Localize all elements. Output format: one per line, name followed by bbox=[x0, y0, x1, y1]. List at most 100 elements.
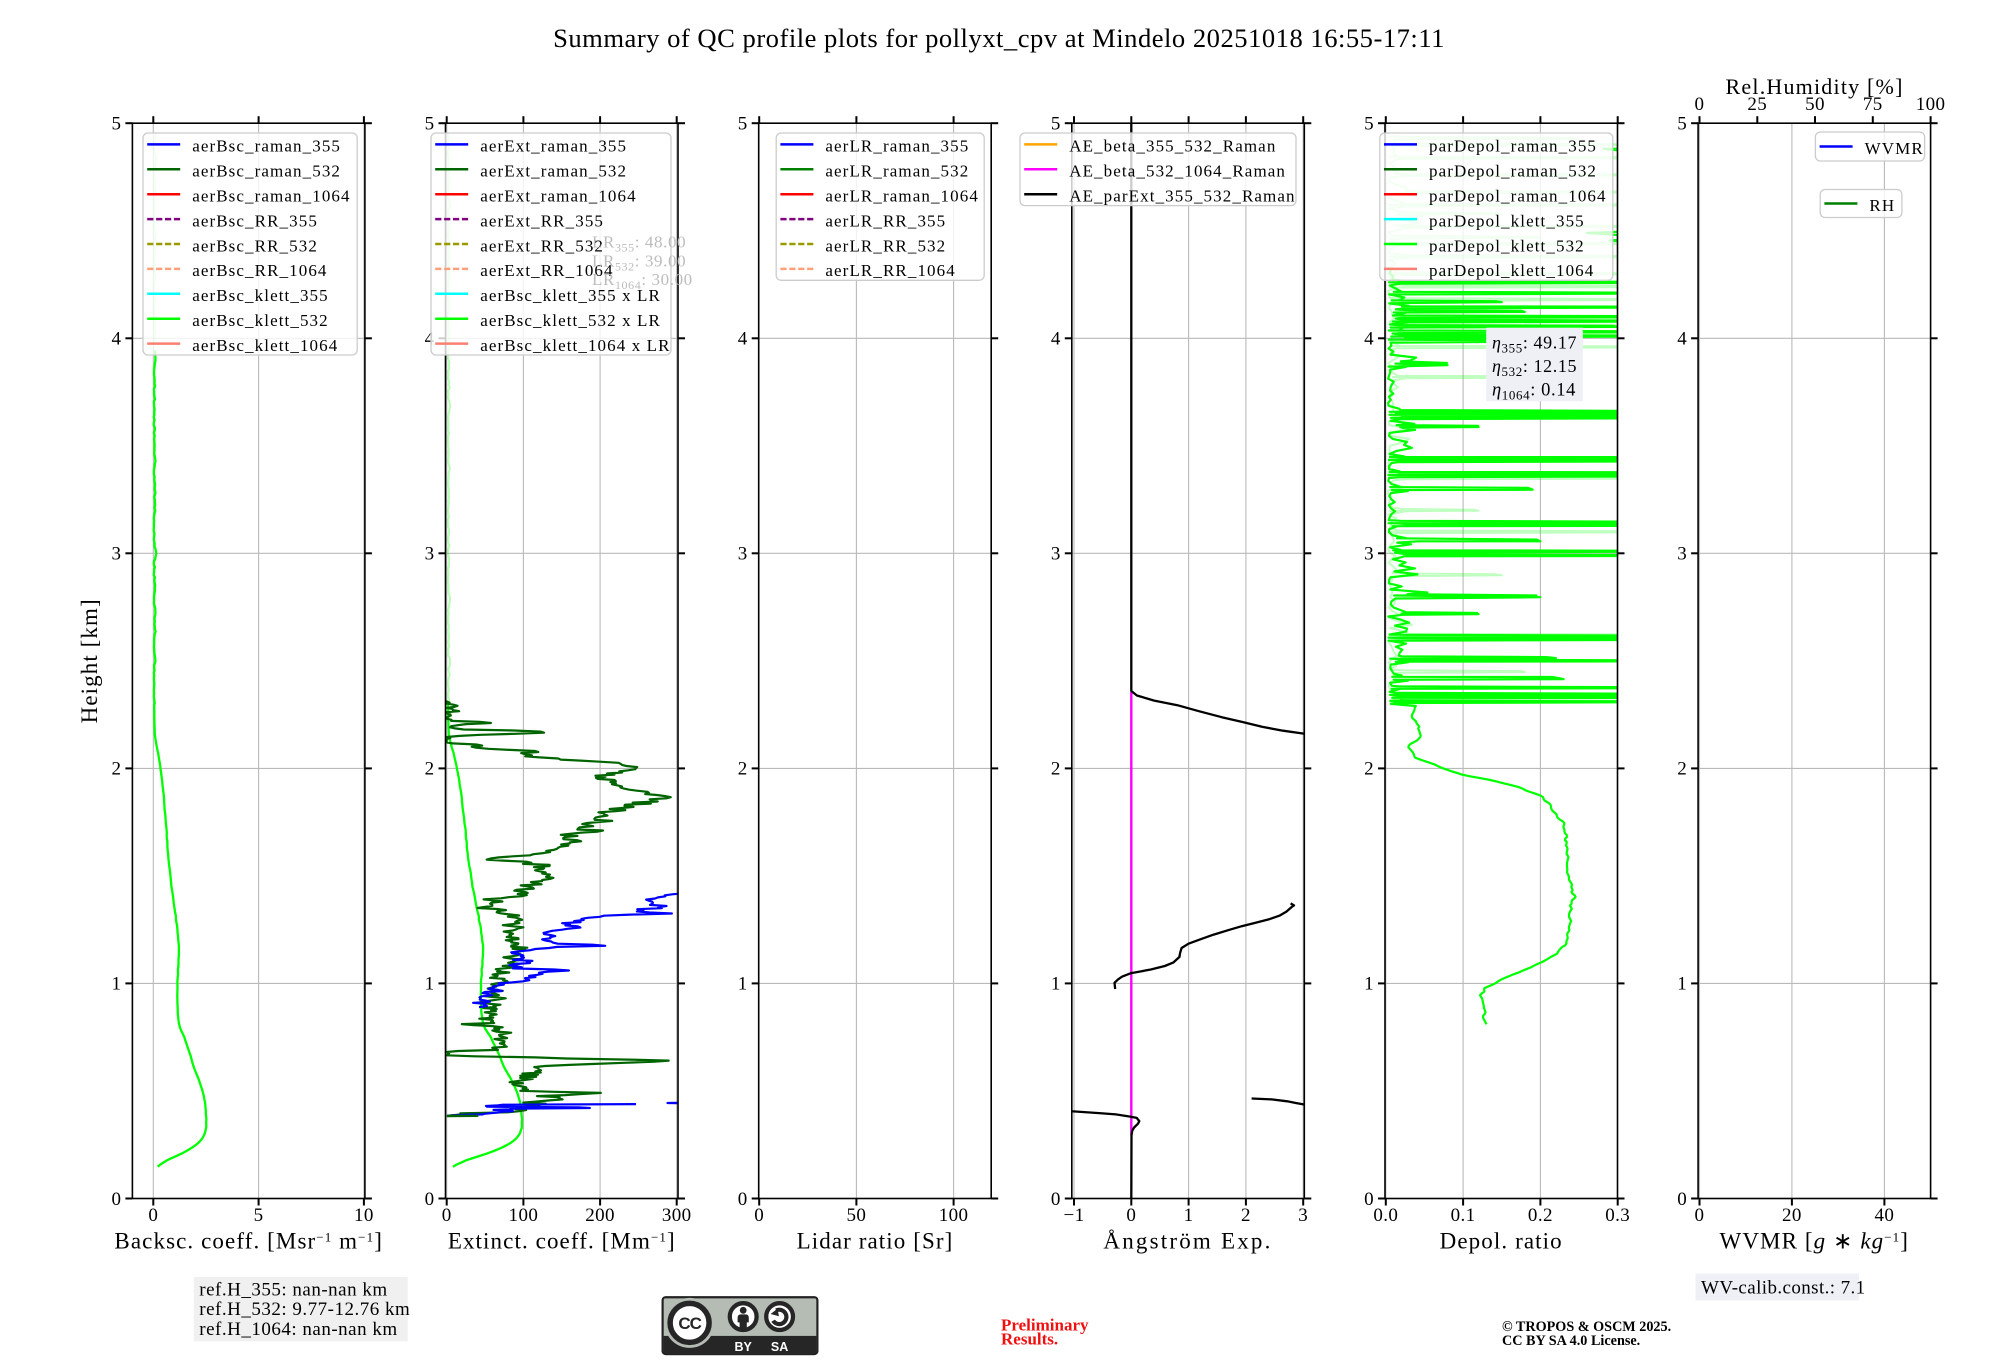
svg-text:2: 2 bbox=[425, 759, 435, 780]
svg-text:5: 5 bbox=[1051, 114, 1061, 135]
svg-text:AE_beta_532_1064_Raman: AE_beta_532_1064_Raman bbox=[1069, 162, 1286, 181]
svg-text:ref.H_532: 9.77-12.76 km: ref.H_532: 9.77-12.76 km bbox=[199, 1299, 410, 1320]
svg-text:BY: BY bbox=[735, 1340, 753, 1354]
svg-text:40: 40 bbox=[1874, 1205, 1894, 1226]
svg-text:Backsc. coeff. [Msr−1​ m−1​]: Backsc. coeff. [Msr−1​ m−1​] bbox=[114, 1229, 383, 1254]
svg-text:η532: 12.15: η532: 12.15 bbox=[1492, 356, 1577, 379]
svg-text:100: 100 bbox=[509, 1205, 539, 1226]
svg-text:3: 3 bbox=[738, 544, 748, 565]
svg-text:WVMR: WVMR bbox=[1865, 139, 1924, 158]
svg-text:CC: CC bbox=[678, 1314, 701, 1333]
svg-text:WV-calib.const.: 7.1: WV-calib.const.: 7.1 bbox=[1701, 1278, 1866, 1299]
svg-text:25: 25 bbox=[1747, 94, 1767, 115]
svg-text:1: 1 bbox=[1364, 974, 1374, 995]
svg-text:3: 3 bbox=[111, 544, 121, 565]
svg-text:5: 5 bbox=[1677, 114, 1687, 135]
svg-text:20: 20 bbox=[1782, 1205, 1802, 1226]
svg-text:10: 10 bbox=[354, 1205, 374, 1226]
svg-text:aerBsc_klett_532 x LR: aerBsc_klett_532 x LR bbox=[480, 311, 661, 330]
svg-text:0.3: 0.3 bbox=[1605, 1205, 1630, 1226]
svg-text:300: 300 bbox=[662, 1205, 692, 1226]
svg-text:WVMR [g ∗ kg−1​]: WVMR [g ∗ kg−1​] bbox=[1720, 1229, 1910, 1254]
svg-text:aerExt_raman_1064: aerExt_raman_1064 bbox=[480, 187, 637, 206]
svg-text:50: 50 bbox=[1805, 94, 1825, 115]
svg-text:aerLR_RR_355: aerLR_RR_355 bbox=[825, 211, 946, 230]
svg-text:3: 3 bbox=[425, 544, 435, 565]
svg-text:Summary of QC profile plots fo: Summary of QC profile plots for pollyxt_… bbox=[553, 23, 1445, 53]
svg-text:0: 0 bbox=[1364, 1189, 1374, 1210]
svg-text:AE_beta_355_532_Raman: AE_beta_355_532_Raman bbox=[1069, 137, 1276, 156]
svg-text:aerExt_RR_1064: aerExt_RR_1064 bbox=[480, 261, 613, 280]
svg-text:aerBsc_klett_1064 x LR: aerBsc_klett_1064 x LR bbox=[480, 336, 670, 355]
svg-text:100: 100 bbox=[939, 1205, 969, 1226]
svg-text:aerBsc_klett_355 x LR: aerBsc_klett_355 x LR bbox=[480, 286, 661, 305]
svg-text:aerBsc_RR_532: aerBsc_RR_532 bbox=[192, 236, 318, 255]
svg-text:aerBsc_raman_355: aerBsc_raman_355 bbox=[192, 137, 341, 156]
svg-text:ref.H_1064: nan-nan km: ref.H_1064: nan-nan km bbox=[199, 1319, 397, 1340]
svg-text:parDepol_raman_355: parDepol_raman_355 bbox=[1429, 137, 1597, 156]
svg-text:1: 1 bbox=[1677, 974, 1687, 995]
svg-text:AE_parExt_355_532_Raman: AE_parExt_355_532_Raman bbox=[1069, 187, 1295, 206]
svg-text:2: 2 bbox=[1677, 759, 1687, 780]
svg-text:1: 1 bbox=[738, 974, 748, 995]
svg-text:ref.H_355: nan-nan km: ref.H_355: nan-nan km bbox=[199, 1279, 387, 1300]
svg-text:parDepol_klett_532: parDepol_klett_532 bbox=[1429, 236, 1585, 255]
svg-text:aerExt_RR_355: aerExt_RR_355 bbox=[480, 211, 604, 230]
svg-text:aerBsc_klett_1064: aerBsc_klett_1064 bbox=[192, 336, 338, 355]
svg-text:aerBsc_klett_532: aerBsc_klett_532 bbox=[192, 311, 329, 330]
svg-text:parDepol_klett_355: parDepol_klett_355 bbox=[1429, 211, 1585, 230]
svg-text:3: 3 bbox=[1364, 544, 1374, 565]
svg-text:0.1: 0.1 bbox=[1451, 1205, 1476, 1226]
svg-text:3: 3 bbox=[1051, 544, 1061, 565]
svg-text:2: 2 bbox=[1241, 1205, 1251, 1226]
svg-text:Depol. ratio: Depol. ratio bbox=[1440, 1229, 1563, 1254]
svg-text:RH: RH bbox=[1869, 196, 1895, 215]
svg-text:SA: SA bbox=[771, 1340, 788, 1354]
svg-text:5: 5 bbox=[111, 114, 121, 135]
svg-text:0: 0 bbox=[1051, 1189, 1061, 1210]
svg-text:50: 50 bbox=[846, 1205, 866, 1226]
svg-text:4: 4 bbox=[1051, 329, 1061, 350]
svg-text:200: 200 bbox=[585, 1205, 615, 1226]
svg-text:aerExt_raman_532: aerExt_raman_532 bbox=[480, 162, 627, 181]
svg-text:LR1064: 30.00: LR1064: 30.00 bbox=[592, 270, 693, 292]
svg-text:75: 75 bbox=[1863, 94, 1883, 115]
svg-text:aerExt_raman_355: aerExt_raman_355 bbox=[480, 137, 627, 156]
svg-text:Rel.Humidity [%]: Rel.Humidity [%] bbox=[1726, 74, 1904, 99]
svg-text:CC BY SA 4.0 License.: CC BY SA 4.0 License. bbox=[1502, 1333, 1640, 1349]
svg-text:0: 0 bbox=[1126, 1205, 1136, 1226]
svg-text:0: 0 bbox=[148, 1205, 158, 1226]
svg-text:aerBsc_RR_355: aerBsc_RR_355 bbox=[192, 211, 318, 230]
svg-text:Lidar ratio [Sr]: Lidar ratio [Sr] bbox=[797, 1229, 954, 1254]
svg-text:aerBsc_raman_532: aerBsc_raman_532 bbox=[192, 162, 341, 181]
svg-text:0: 0 bbox=[1695, 1205, 1705, 1226]
svg-text:4: 4 bbox=[111, 329, 121, 350]
svg-text:aerLR_raman_1064: aerLR_raman_1064 bbox=[825, 187, 979, 206]
svg-text:5: 5 bbox=[1364, 114, 1374, 135]
svg-text:aerLR_RR_1064: aerLR_RR_1064 bbox=[825, 261, 955, 280]
svg-text:aerBsc_RR_1064: aerBsc_RR_1064 bbox=[192, 261, 327, 280]
svg-text:−1: −1 bbox=[1063, 1205, 1084, 1226]
svg-text:4: 4 bbox=[1677, 329, 1687, 350]
svg-text:Results.: Results. bbox=[1001, 1330, 1058, 1349]
svg-text:parDepol_raman_532: parDepol_raman_532 bbox=[1429, 162, 1597, 181]
svg-text:Extinct. coeff. [Mm−1​]: Extinct. coeff. [Mm−1​] bbox=[448, 1229, 676, 1254]
svg-text:η355: 49.17: η355: 49.17 bbox=[1492, 333, 1577, 356]
svg-text:2: 2 bbox=[1051, 759, 1061, 780]
svg-text:4: 4 bbox=[425, 329, 435, 350]
svg-text:3: 3 bbox=[1298, 1205, 1308, 1226]
svg-text:aerLR_raman_355: aerLR_raman_355 bbox=[825, 137, 969, 156]
svg-text:2: 2 bbox=[111, 759, 121, 780]
svg-text:parDepol_raman_1064: parDepol_raman_1064 bbox=[1429, 187, 1607, 206]
svg-text:0: 0 bbox=[754, 1205, 764, 1226]
svg-text:2: 2 bbox=[738, 759, 748, 780]
svg-text:4: 4 bbox=[1364, 329, 1374, 350]
svg-text:aerBsc_raman_1064: aerBsc_raman_1064 bbox=[192, 187, 350, 206]
svg-text:5: 5 bbox=[738, 114, 748, 135]
svg-text:0: 0 bbox=[738, 1189, 748, 1210]
svg-text:0: 0 bbox=[1677, 1189, 1687, 1210]
svg-text:aerBsc_klett_355: aerBsc_klett_355 bbox=[192, 286, 329, 305]
svg-text:4: 4 bbox=[738, 329, 748, 350]
svg-text:aerExt_RR_532: aerExt_RR_532 bbox=[480, 236, 604, 255]
svg-text:1: 1 bbox=[425, 974, 435, 995]
